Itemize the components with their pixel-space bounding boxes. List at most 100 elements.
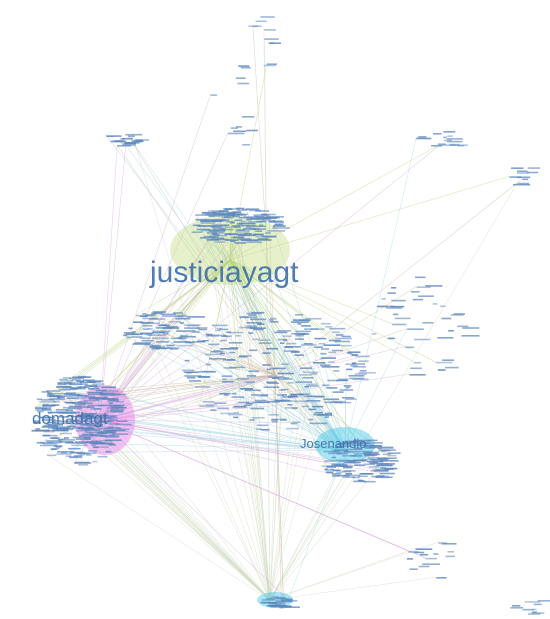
node <box>253 233 264 236</box>
node <box>57 383 66 386</box>
node <box>510 607 524 609</box>
node <box>431 145 442 147</box>
node <box>77 452 90 455</box>
node <box>336 453 348 455</box>
node <box>324 468 329 470</box>
node <box>327 379 340 382</box>
edge <box>131 330 346 451</box>
node <box>274 603 286 606</box>
node <box>246 241 262 243</box>
node <box>84 384 98 387</box>
node <box>334 464 348 466</box>
node <box>236 229 246 231</box>
node <box>92 446 109 448</box>
node <box>306 385 319 387</box>
node <box>92 460 98 463</box>
edge <box>99 419 343 477</box>
node <box>123 334 128 337</box>
node <box>214 224 229 227</box>
node <box>41 419 56 421</box>
node <box>295 338 304 340</box>
node <box>450 314 464 316</box>
node <box>381 467 398 470</box>
node <box>272 220 283 222</box>
edge <box>212 227 276 376</box>
node <box>97 404 104 407</box>
node <box>345 363 355 365</box>
node <box>111 406 127 409</box>
node <box>437 369 446 371</box>
node <box>132 343 150 345</box>
node <box>295 314 304 316</box>
node <box>440 144 456 146</box>
node <box>379 472 395 475</box>
node <box>41 426 49 428</box>
edge <box>99 376 269 421</box>
node <box>41 391 50 393</box>
node <box>108 426 114 428</box>
node <box>105 450 112 453</box>
node <box>226 331 232 333</box>
node <box>173 312 183 314</box>
node <box>285 605 292 608</box>
node <box>150 346 162 349</box>
node <box>110 409 125 411</box>
node <box>457 325 469 328</box>
node <box>516 170 528 173</box>
node <box>235 207 245 210</box>
node <box>98 415 117 417</box>
edge <box>68 414 271 601</box>
node <box>211 238 229 241</box>
node <box>64 393 72 395</box>
node <box>57 396 65 399</box>
edge <box>123 142 346 451</box>
node <box>34 406 52 409</box>
node <box>235 335 241 337</box>
node <box>222 359 236 361</box>
node <box>303 328 318 330</box>
node <box>89 395 95 398</box>
edge <box>93 259 231 409</box>
node <box>299 393 310 395</box>
node <box>415 548 433 550</box>
node <box>33 422 41 424</box>
node <box>413 338 431 341</box>
node <box>291 400 309 403</box>
node <box>75 438 91 440</box>
node <box>221 216 234 219</box>
node <box>418 565 430 568</box>
node <box>197 376 211 378</box>
node <box>236 222 243 225</box>
node <box>352 444 363 446</box>
edge <box>272 225 346 451</box>
node <box>284 346 302 348</box>
node <box>432 303 438 305</box>
node <box>265 232 271 234</box>
node <box>340 401 352 404</box>
node <box>206 239 219 241</box>
node <box>128 327 133 330</box>
node <box>345 386 350 389</box>
node <box>321 348 329 350</box>
node <box>511 167 524 169</box>
node <box>363 480 376 483</box>
node <box>253 215 263 217</box>
node <box>105 451 111 453</box>
node <box>234 412 239 414</box>
node <box>210 237 225 240</box>
node <box>320 322 331 325</box>
node <box>329 339 341 342</box>
edge <box>263 29 271 601</box>
node <box>441 317 452 320</box>
node <box>81 413 97 415</box>
node <box>237 401 250 404</box>
node <box>128 135 135 138</box>
node <box>245 381 255 384</box>
node <box>255 20 267 23</box>
node <box>220 348 238 350</box>
node <box>449 143 460 146</box>
glow <box>257 592 293 608</box>
node <box>87 427 95 429</box>
edge <box>269 465 340 601</box>
node <box>283 350 298 352</box>
